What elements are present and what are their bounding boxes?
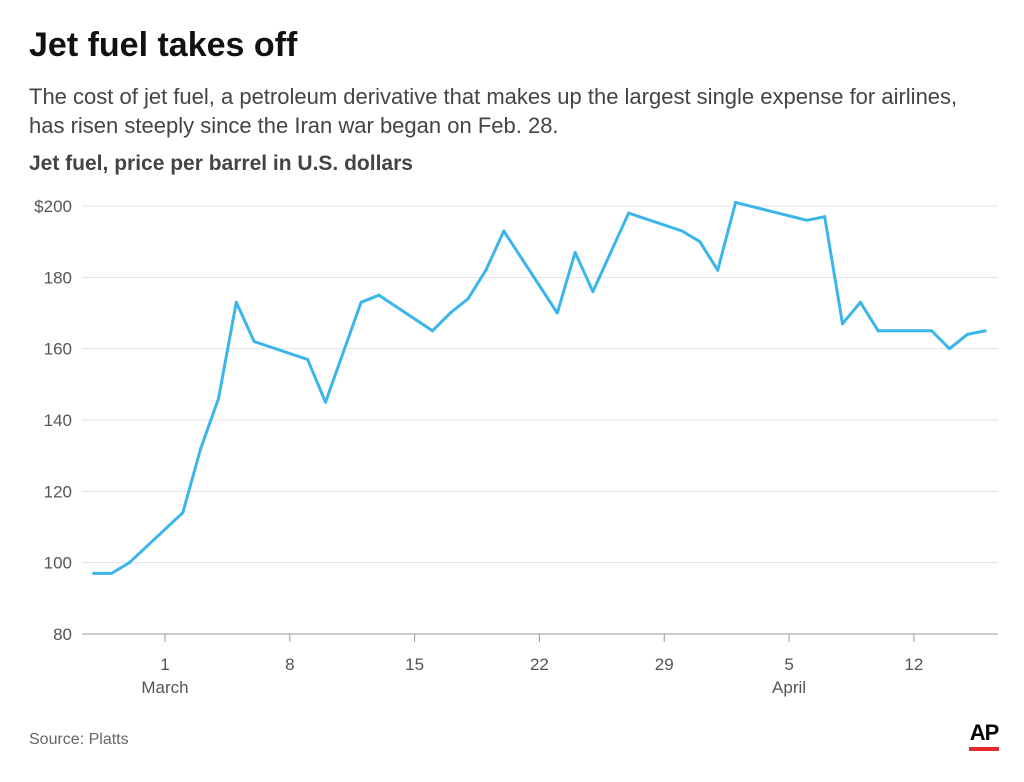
- data-point: [858, 300, 862, 304]
- data-point: [930, 329, 934, 333]
- y-tick-label: 120: [44, 482, 72, 501]
- data-point: [181, 511, 185, 515]
- source-note: Source: Platts: [29, 731, 129, 748]
- y-tick-label: 100: [44, 554, 72, 573]
- x-tick-label: 12: [904, 655, 923, 674]
- data-point: [466, 297, 470, 301]
- data-point: [876, 329, 880, 333]
- x-tick-label: 1: [160, 655, 169, 674]
- data-point: [127, 561, 131, 565]
- chart-subtitle: The cost of jet fuel, a petroleum deriva…: [29, 84, 958, 138]
- data-point: [448, 311, 452, 315]
- data-point: [377, 293, 381, 297]
- y-tick-label: $200: [34, 197, 72, 216]
- ap-logo: AP: [969, 720, 999, 751]
- data-point: [430, 329, 434, 333]
- data-point: [680, 229, 684, 233]
- data-point: [110, 571, 114, 575]
- data-point: [234, 300, 238, 304]
- data-point: [502, 229, 506, 233]
- price-line: [93, 200, 986, 575]
- x-month-label: March: [141, 678, 188, 697]
- data-point: [252, 340, 256, 344]
- data-point: [306, 357, 310, 361]
- x-tick-label: 29: [655, 655, 674, 674]
- data-point: [948, 347, 952, 351]
- x-tick-label: 8: [285, 655, 294, 674]
- data-point: [359, 300, 363, 304]
- data-point: [983, 329, 987, 333]
- data-point: [199, 447, 203, 451]
- data-point: [484, 268, 488, 272]
- y-tick-label: 80: [53, 625, 72, 644]
- x-tick-label: 5: [784, 655, 793, 674]
- y-tick-label: 160: [44, 340, 72, 359]
- y-axis-label: Jet fuel, price per barrel in U.S. dolla…: [29, 152, 413, 175]
- chart-title: Jet fuel takes off: [29, 26, 298, 64]
- data-point: [716, 268, 720, 272]
- data-point: [216, 397, 220, 401]
- data-point: [555, 311, 559, 315]
- data-point: [734, 200, 738, 204]
- x-month-label: April: [772, 678, 806, 697]
- data-point: [841, 322, 845, 326]
- x-tick-label: 22: [530, 655, 549, 674]
- x-tick-label: 15: [405, 655, 424, 674]
- data-point: [627, 211, 631, 215]
- data-point: [573, 250, 577, 254]
- data-point: [965, 332, 969, 336]
- y-tick-label: 180: [44, 268, 72, 287]
- data-point: [823, 215, 827, 219]
- data-point: [698, 240, 702, 244]
- data-point: [591, 290, 595, 294]
- data-point: [805, 218, 809, 222]
- data-point: [323, 400, 327, 404]
- data-point: [92, 571, 96, 575]
- y-tick-label: 140: [44, 411, 72, 430]
